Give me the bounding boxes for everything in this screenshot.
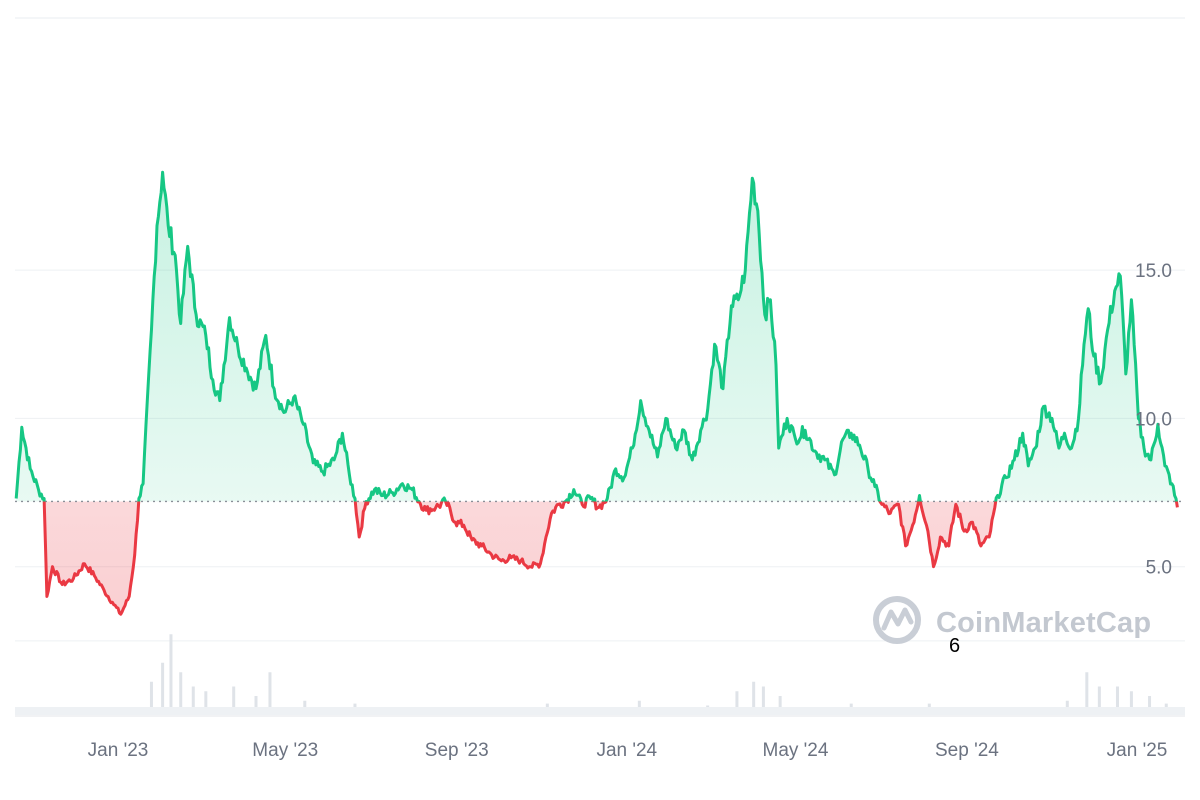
coinmarketcap-logo-icon: [873, 596, 921, 644]
price-areas: [16, 172, 1178, 615]
x-tick-label: Sep '23: [425, 740, 489, 761]
volume-bar: [1097, 686, 1101, 715]
volume-bar: [232, 686, 236, 715]
volume-bar: [752, 681, 756, 715]
price-line-below: [42, 501, 1179, 616]
y-tick-label: 5.0: [1146, 558, 1172, 579]
volume-bar: [1085, 672, 1089, 715]
volume-bar: [1148, 696, 1152, 715]
area-below-baseline: [16, 501, 1178, 615]
volume-bar: [149, 681, 153, 715]
y-axis-labels: 5.0 10.0 15.0: [1135, 261, 1172, 579]
volume-bar: [204, 691, 208, 715]
x-tick-label: Jan '23: [88, 740, 149, 761]
y-tick-label: 10.0: [1135, 409, 1172, 430]
y-tick-label: 15.0: [1135, 261, 1172, 282]
volume-bar: [169, 634, 173, 715]
x-tick-label: Sep '24: [935, 740, 999, 761]
volume-bar: [254, 696, 258, 715]
volume-bar: [268, 672, 272, 715]
x-axis-labels: Jan '23 May '23 Sep '23 Jan '24 May '24 Sep '…: [88, 740, 1168, 761]
annotation-label: 6: [949, 635, 960, 657]
x-tick-label: Jan '24: [596, 740, 657, 761]
watermark-text: CoinMarketCap: [936, 607, 1151, 639]
volume-bar: [1115, 686, 1119, 715]
volume-bar: [1129, 691, 1133, 715]
volume-floor: [15, 707, 1185, 715]
volume-bar: [191, 686, 195, 715]
volume-bar: [179, 672, 183, 715]
volume-bars: [15, 634, 1185, 715]
x-tick-label: Jan '25: [1107, 740, 1168, 761]
x-tick-label: May '23: [252, 740, 318, 761]
price-line-above: [14, 170, 1178, 502]
volume-bar: [735, 691, 739, 715]
x-tick-label: May '24: [763, 740, 829, 761]
volume-bar: [778, 696, 782, 715]
price-lines: [14, 170, 1179, 616]
volume-bar: [161, 662, 165, 715]
volume-bar: [761, 686, 765, 715]
coinmarketcap-watermark: CoinMarketCap: [873, 596, 1151, 644]
area-above-baseline: [16, 172, 1177, 502]
